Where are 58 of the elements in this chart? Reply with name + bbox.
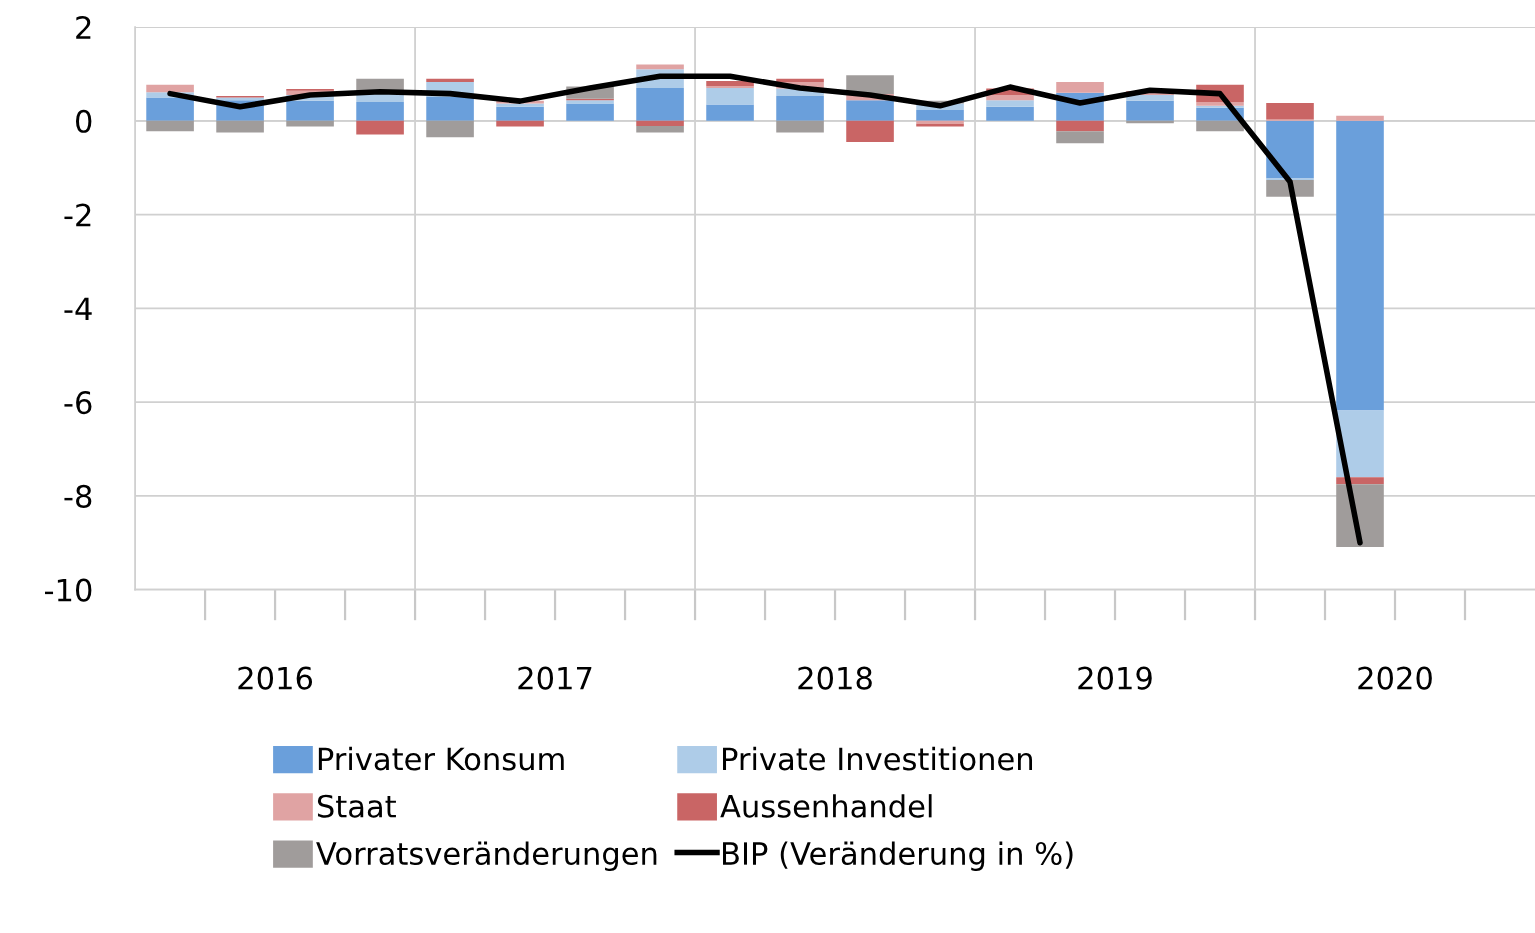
bar	[706, 88, 754, 105]
bar	[776, 78, 824, 82]
bar	[566, 103, 614, 121]
bar	[636, 88, 684, 121]
bar	[776, 95, 824, 121]
bar	[1126, 95, 1174, 101]
y-tick-label: -4	[64, 297, 92, 320]
bar	[776, 120, 824, 133]
text: 2017	[518, 666, 592, 690]
bar	[846, 100, 894, 121]
bar	[846, 120, 894, 142]
bar	[706, 104, 754, 121]
bar	[636, 125, 684, 133]
bar	[1336, 115, 1384, 121]
bar	[496, 106, 544, 121]
bar	[1056, 81, 1104, 93]
bar	[426, 96, 474, 121]
bar	[496, 120, 544, 127]
bar	[706, 80, 754, 87]
bar	[1336, 120, 1384, 411]
bar	[1266, 103, 1314, 120]
bar	[426, 120, 474, 138]
text: 2016	[238, 666, 313, 690]
bar	[1126, 100, 1174, 121]
legend-label: BIP (Veränderung in %)	[723, 841, 1073, 871]
y-tick-label: -8	[64, 484, 92, 508]
bar	[356, 102, 404, 121]
legend-label: Vorratsveränderungen	[316, 841, 657, 871]
bar	[1196, 120, 1244, 132]
y-tick-label: -2	[64, 203, 91, 227]
legend-label: Staat	[317, 794, 396, 818]
bar	[146, 84, 194, 93]
legend-label: Aussenhandel	[720, 794, 932, 818]
legend-label: Private Investitionen	[723, 746, 1033, 771]
bar	[1056, 120, 1104, 132]
y-tick-label: 0	[75, 109, 92, 133]
text: 2018	[798, 666, 872, 690]
bar	[146, 97, 194, 121]
bar	[216, 120, 264, 133]
y-tick-label: -10	[45, 578, 92, 602]
y-tick-label: -6	[64, 391, 92, 415]
bar	[286, 100, 334, 121]
bar	[1056, 131, 1104, 144]
bar	[286, 120, 334, 127]
bar	[636, 120, 684, 126]
bar	[426, 78, 474, 82]
bar	[846, 75, 894, 95]
bar	[986, 95, 1034, 101]
bar	[916, 110, 964, 121]
bar	[1266, 120, 1314, 179]
bar	[986, 106, 1034, 121]
text: 2019	[1078, 666, 1152, 690]
bar	[986, 100, 1034, 107]
bar	[356, 120, 404, 135]
bar	[146, 120, 194, 132]
y-tick-label: 2	[76, 15, 91, 39]
legend-label: Privater Konsum	[318, 746, 564, 771]
text: 2020	[1358, 666, 1432, 690]
